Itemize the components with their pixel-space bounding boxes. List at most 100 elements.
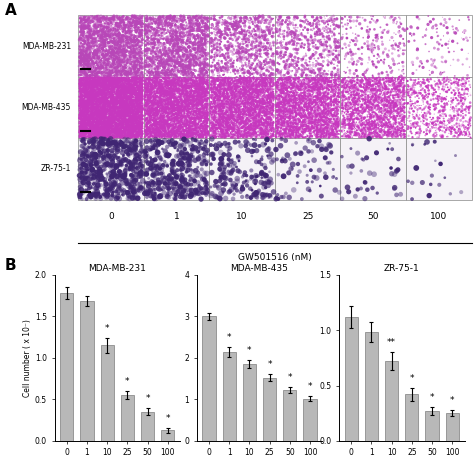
Point [155, 140, 162, 148]
Point [395, 110, 402, 118]
Point [114, 22, 121, 30]
Point [228, 76, 236, 84]
Point [92, 95, 100, 103]
Point [151, 122, 158, 129]
Point [277, 89, 284, 97]
Point [257, 128, 265, 135]
Point [190, 120, 197, 128]
Point [366, 103, 374, 111]
Point [423, 97, 431, 105]
Point [170, 102, 177, 110]
Point [296, 76, 304, 84]
Point [123, 134, 131, 141]
Point [104, 35, 111, 43]
Point [259, 130, 267, 137]
Point [316, 65, 324, 73]
Point [275, 54, 283, 61]
Point [411, 118, 419, 126]
Point [121, 82, 129, 90]
Point [314, 44, 321, 52]
Point [191, 177, 199, 184]
Point [90, 126, 97, 134]
Point [125, 144, 132, 151]
Point [189, 122, 196, 129]
Point [136, 59, 144, 66]
Point [408, 91, 415, 99]
Point [323, 80, 330, 87]
Point [76, 72, 83, 79]
Point [97, 83, 105, 91]
Point [186, 128, 194, 136]
Point [246, 123, 254, 131]
Point [375, 73, 383, 81]
Point [230, 133, 237, 141]
Point [239, 83, 247, 91]
Point [109, 54, 116, 61]
Point [181, 55, 188, 63]
Point [287, 88, 295, 96]
Point [128, 73, 136, 81]
Point [115, 78, 123, 85]
Point [334, 55, 341, 63]
Point [197, 56, 204, 64]
Point [156, 127, 164, 135]
Point [210, 108, 218, 116]
Point [225, 119, 232, 127]
Point [301, 102, 309, 110]
Point [104, 57, 112, 65]
Point [132, 96, 139, 103]
Point [370, 81, 377, 88]
Point [368, 86, 375, 94]
Point [197, 131, 204, 139]
Point [336, 81, 343, 88]
Point [95, 85, 103, 92]
Point [116, 77, 123, 84]
Point [118, 134, 125, 141]
Point [243, 69, 251, 77]
Point [219, 76, 226, 83]
Point [162, 42, 170, 49]
Point [232, 84, 240, 91]
Point [282, 129, 290, 137]
Point [407, 86, 415, 93]
Point [97, 26, 105, 33]
Point [98, 37, 105, 45]
Point [382, 90, 389, 97]
Point [342, 106, 350, 113]
Point [97, 79, 105, 86]
Point [189, 34, 196, 42]
Point [154, 91, 162, 99]
Point [120, 42, 128, 49]
Point [161, 118, 169, 126]
Point [268, 33, 275, 40]
Point [121, 75, 128, 82]
Point [89, 35, 97, 43]
Point [107, 69, 114, 77]
Point [171, 111, 178, 118]
Point [103, 128, 110, 136]
Point [360, 103, 368, 111]
Point [94, 106, 102, 114]
Point [433, 105, 440, 112]
Point [107, 129, 115, 137]
Point [101, 16, 109, 23]
Point [187, 75, 194, 83]
Point [292, 131, 300, 139]
Point [133, 82, 141, 89]
Point [166, 56, 173, 64]
Point [169, 129, 177, 137]
Point [219, 117, 227, 124]
Point [89, 90, 97, 98]
Point [250, 69, 257, 77]
Point [113, 110, 121, 118]
Point [345, 81, 353, 88]
Point [185, 120, 193, 128]
Point [146, 92, 153, 100]
Point [101, 42, 109, 50]
Point [177, 105, 184, 113]
Point [167, 117, 175, 124]
Point [146, 124, 154, 131]
Point [75, 79, 83, 86]
Point [92, 195, 100, 202]
Point [111, 91, 119, 98]
